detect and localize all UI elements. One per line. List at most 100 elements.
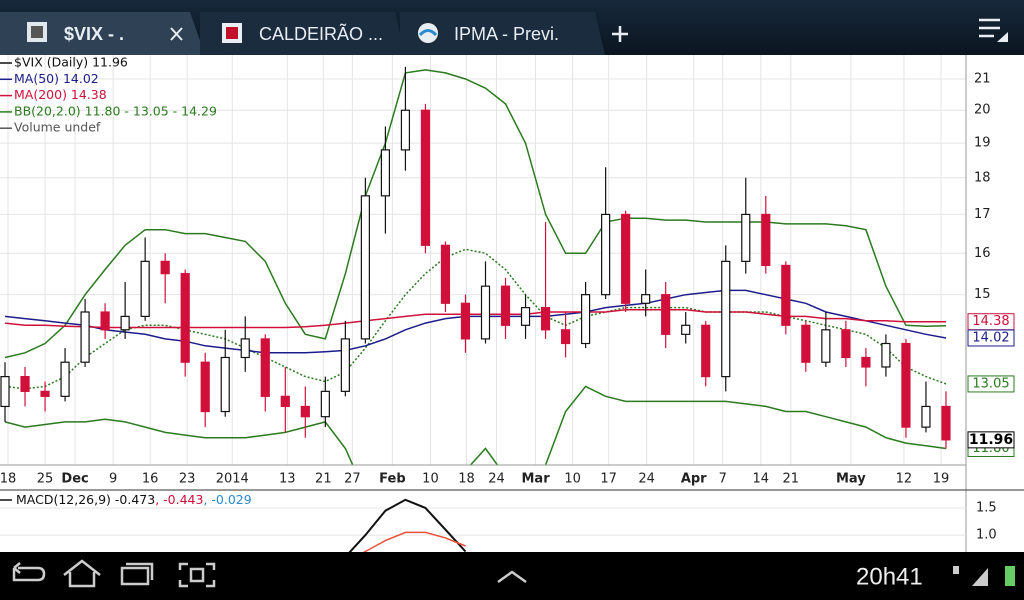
candle-body [741,213,751,262]
x-tick-label: 19 [933,472,950,487]
close-tab[interactable] [170,27,183,41]
x-tick-label: 16 [142,472,159,487]
x-tick-label: 10 [422,472,439,487]
tab-title: $VIX - . [64,24,124,44]
price-axis: 15 16 17 18 19 20 21 18 25 Dec 9 16 23 2014 13 21 27 Feb 1… [0,71,1015,487]
expand-button[interactable] [497,570,527,584]
macd-title-part: , -0.029 [203,492,251,507]
candle-body [841,329,851,359]
x-tick-label: 24 [638,472,655,487]
candle-body [941,405,951,441]
tab[interactable]: IPMA - Previ. [400,12,605,55]
back-button[interactable] [12,562,46,582]
x-tick-label: 27 [344,472,361,487]
x-tick-label: 18 [0,472,16,487]
y-tick-label: 19 [974,136,991,151]
candle-body [581,294,591,345]
candle-body [901,342,911,428]
tab[interactable]: $VIX - . [0,12,205,55]
candle-body [360,195,370,340]
candle-body [140,260,150,318]
candle-body [881,342,891,368]
candle-body [420,109,431,246]
tab-icon [31,26,43,38]
candle-body [20,376,30,392]
candle-body [601,213,611,296]
x-tick-label: 25 [37,472,54,487]
legend-entry: Volume undef [14,120,101,135]
candle-body [180,273,190,363]
navigation-bar [0,552,1024,600]
macd-title: MACD(12,26,9) -0.473, -0.443, -0.029 [16,492,252,507]
x-tick-label: 14 [753,472,770,487]
candle-body [480,285,491,340]
y-tick-label: 16 [974,246,991,261]
x-tick-label: May [836,472,866,487]
tab-icon [418,23,438,43]
candle-body [400,109,411,151]
x-tick-label: 18 [458,472,475,487]
candle-body [380,149,390,197]
candle-body [440,244,451,304]
recent-apps-button[interactable] [120,562,154,586]
y-tick-label: 1.5 [976,500,997,515]
x-tick-label: Mar [521,472,550,487]
candle-body [761,213,771,267]
candle-body [821,329,831,363]
y-tick-label: 15 [974,287,991,302]
screenshot-button[interactable] [178,562,216,588]
x-tick-label: 9 [109,472,117,487]
y-tick-label: 18 [974,170,991,185]
macd-title-part: , -0.443 [155,492,203,507]
candle-body [661,294,671,335]
candle-body [200,361,210,413]
price-label: 11.96 [967,431,1015,449]
new-tab[interactable] [612,26,628,42]
price-plot [0,55,966,465]
x-tick-label: 13 [279,472,296,487]
candle-body [781,264,791,326]
candle-body [220,356,230,413]
tab[interactable]: CALDEIRÃO ... [200,12,405,55]
x-tick-label: 7 [719,472,727,487]
home-button[interactable] [63,559,101,588]
tab-icon [226,27,238,39]
macd-axis: 1.5 1.0 MACD(12,26,9) -0.473, -0.443, -0.0… [0,492,997,543]
y-tick-label: 17 [974,207,991,222]
clock: 20h41 [856,563,923,590]
macd-line [348,498,467,552]
price-label-text: 14.38 [972,314,1009,329]
tab-icon [418,29,438,37]
candle-body [80,311,90,363]
macd-title-part: MACD(12,26,9) -0.473 [16,492,155,507]
candle-body [320,390,330,418]
candle-body [340,338,350,392]
legend-entry: $VIX (Daily) 11.96 [14,55,128,70]
candle-body [721,260,731,378]
candle-body [641,294,651,304]
candle-body [100,311,110,331]
price-label-text: 13.05 [972,376,1009,391]
candle-body [621,213,631,304]
menu-button[interactable] [979,18,1008,42]
x-tick-label: Dec [61,472,88,487]
candle-body [861,356,871,368]
candle-body [240,338,250,359]
macd-line [362,531,466,552]
bollinger-middle [4,248,947,390]
tab-title: IPMA - Previ. [454,24,559,44]
status-icons [953,566,1015,586]
legend-entry: MA(200) 14.38 [14,87,107,102]
candle-body [260,338,270,397]
x-tick-label: 21 [783,472,800,487]
candle-body [520,307,531,326]
candle-body [60,361,70,397]
price-label: 14.02 [967,329,1015,347]
x-tick-label: 24 [488,472,505,487]
price-label: 14.38 [967,313,1015,331]
candle-body [300,405,310,418]
x-tick-label: 10 [564,472,581,487]
bollinger-upper [4,69,947,359]
